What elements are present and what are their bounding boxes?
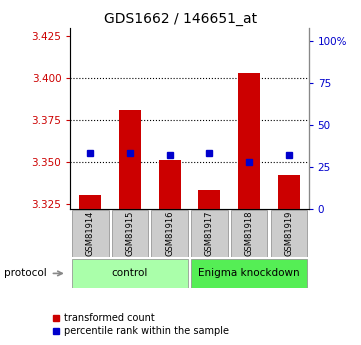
Bar — [79, 195, 101, 209]
Bar — [231, 210, 268, 257]
Bar — [191, 259, 307, 288]
Text: GSM81915: GSM81915 — [126, 211, 134, 256]
Text: Enigma knockdown: Enigma knockdown — [198, 268, 300, 278]
Bar — [72, 210, 109, 257]
Text: GSM81914: GSM81914 — [86, 211, 95, 256]
Text: GSM81916: GSM81916 — [165, 211, 174, 256]
Text: GSM81917: GSM81917 — [205, 211, 214, 256]
Bar — [112, 210, 148, 257]
Bar — [159, 160, 180, 209]
Text: GSM81919: GSM81919 — [284, 211, 293, 256]
Text: control: control — [112, 268, 148, 278]
Bar — [151, 210, 188, 257]
Bar — [72, 259, 188, 288]
Bar — [238, 73, 260, 209]
Legend: transformed count, percentile rank within the sample: transformed count, percentile rank withi… — [48, 309, 232, 340]
Bar — [119, 110, 141, 209]
Bar — [199, 190, 220, 209]
Text: protocol: protocol — [4, 268, 46, 278]
Bar — [191, 210, 228, 257]
Bar — [278, 175, 300, 209]
Text: GSM81918: GSM81918 — [245, 211, 253, 256]
Text: GDS1662 / 146651_at: GDS1662 / 146651_at — [104, 12, 257, 26]
Bar — [270, 210, 307, 257]
